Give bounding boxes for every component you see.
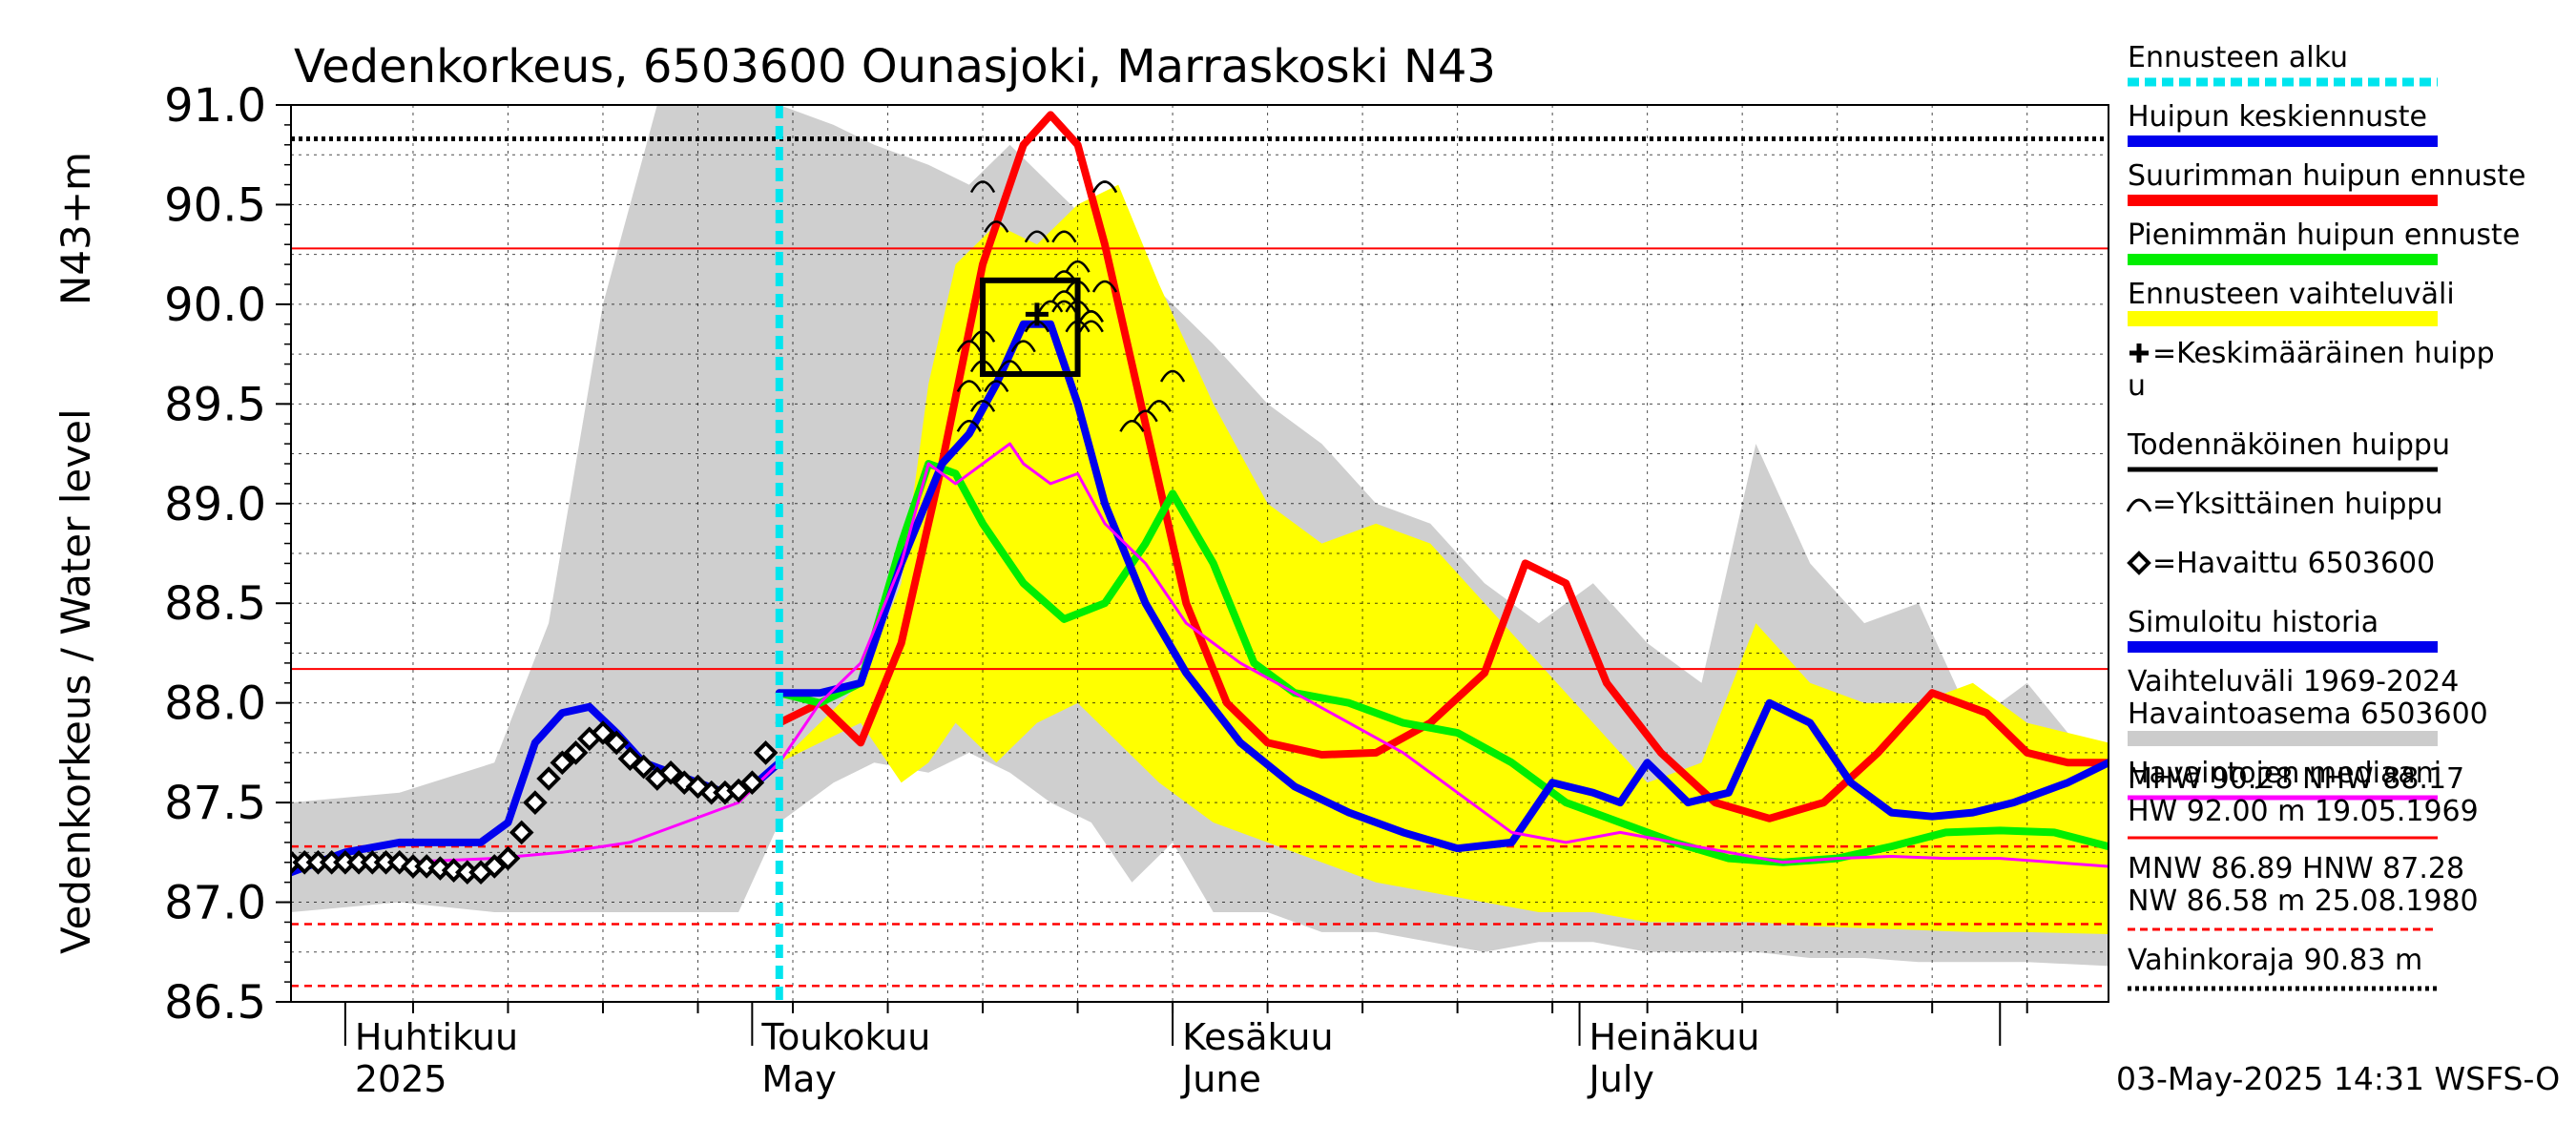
observed-point [509,820,534,845]
legend-label: Todennäköinen huippu [2127,428,2450,462]
x-month-label-fi: Heinäkuu [1589,1016,1760,1058]
individual-peak-mark [969,180,996,194]
legend-diamond-icon [2127,551,2151,575]
observed-point [414,854,439,879]
observed-point [495,845,521,871]
legend-label: Ennusteen vaihteluväli [2128,278,2455,311]
individual-peak-mark [1159,369,1186,383]
probable-peak-box [980,277,1081,378]
mean-peak-marker [1025,302,1049,326]
individual-peak-mark [1051,230,1077,243]
plot-area: 86.5 87.0 87.5 88.0 88.5 89.0 89.5 90.0 90.5 91.0… [164,79,2109,1100]
series-suurimman-huipun-ennuste [775,111,2109,822]
legend-label-2: Havaintoasema 6503600 [2128,697,2488,731]
legend-label: Suurimman huipun ennuste [2128,159,2525,193]
individual-peak-mark [1146,400,1172,412]
x-month-label-fi: Toukokuu [760,1016,930,1058]
observed-point [550,750,575,776]
legend-label: =Havaittu 6503600 [2152,547,2435,580]
stats-hw: HW 92.00 m 19.05.1969 [2128,795,2479,828]
individual-peak-mark [1065,260,1091,273]
individual-peak-mark [1051,300,1077,313]
legend-label: Huipun keskiennuste [2128,100,2427,134]
individual-peak-mark [1010,340,1036,353]
legend-label: Simuloitu historia [2128,606,2379,639]
timestamp: 03-May-2025 14:31 WSFS-O [2116,1060,2560,1097]
x-month-label-en: May [761,1058,837,1100]
stats-damage-limit: Vahinkoraja 90.83 m [2128,944,2422,977]
legend-label: =Keskimääräinen huipp [2152,337,2495,370]
observed-point [604,730,630,756]
legend-arc-icon [2126,498,2152,512]
legend-label: Ennusteen alku [2128,41,2348,74]
legend-label: =Yksittäinen huippu [2152,488,2443,521]
legend-swatch [2128,311,2438,326]
observed-point [739,770,765,796]
x-month-label-fi: Kesäkuu [1182,1016,1334,1058]
y-tick-label: 89.5 [164,378,266,431]
y-tick-label: 86.5 [164,976,266,1030]
individual-peak-mark [1132,409,1158,423]
legend-label-2: u [2128,369,2146,403]
x-month-label-fi: Huhtikuu [355,1016,518,1058]
individual-peak-mark [1024,230,1049,243]
stats-nw: NW 86.58 m 25.08.1980 [2128,885,2479,918]
y-tick-label: 88.0 [164,677,266,731]
plot-clip-group [291,105,2109,1002]
legend-swatch [2128,731,2438,746]
y-tick-label: 90.0 [164,279,266,332]
x-month-label-en: June [1180,1058,1261,1100]
individual-peak-mark [956,420,982,432]
individual-peak-mark [997,360,1023,373]
observed-point [563,740,589,765]
legend-plus-icon [2129,344,2149,363]
observed-point [753,740,779,765]
y-axis-unit: N43+m [52,152,99,305]
legend-label: Pienimmän huipun ennuste [2128,219,2520,252]
observed-point [631,754,656,780]
individual-peak-mark [956,340,982,353]
legend-label: Vaihteluväli 1969-2024 [2128,665,2459,698]
observed-point [591,720,615,745]
stats-mhw-nhw: MHW 90.28 NHW 88.17 [2128,762,2464,796]
individual-peak-mark [969,400,996,412]
individual-peak-mark [956,380,982,393]
y-tick-label: 91.0 [164,79,266,133]
series-huipun-keskiennuste [775,320,2109,853]
y-tick-label: 87.5 [164,777,266,830]
individual-peak-mark [1119,420,1145,432]
y-tick-label: 90.5 [164,178,266,232]
individual-peak-mark [1091,180,1118,194]
observed-point [658,760,683,785]
y-axis-label: Vedenkorkeus / Water level [52,408,99,954]
individual-peak-mark [1051,290,1077,303]
plot-frame [290,104,2109,1003]
individual-peak-mark [1038,300,1064,313]
x-month-label-en: 2025 [355,1058,447,1100]
chart-title: Vedenkorkeus, 6503600 Ounasjoki, Marrask… [294,40,1496,94]
y-tick-label: 89.0 [164,478,266,531]
y-tick-label: 88.5 [164,577,266,631]
observed-point [685,774,711,800]
series-pienimm-n-huipun-ennuste [775,460,2109,866]
x-month-label-en: July [1588,1058,1654,1100]
stats-mnw-hnw: MNW 86.89 HNW 87.28 [2128,852,2464,885]
observed-point [536,766,561,791]
forecast-range-band [779,184,2109,935]
legend-label: Havaintojen mediaani [2128,757,2441,790]
individual-peak-mark [984,380,1009,393]
y-tick-label: 87.0 [164,877,266,930]
individual-peak-mark [1078,320,1104,333]
individual-peak-mark [984,220,1009,233]
legend: Ennusteen alku Huipun keskiennuste Suurimm… [2126,41,2525,991]
individual-peak-mark [1078,310,1104,323]
observed-point [523,790,548,815]
individual-peak-mark [1091,280,1118,293]
